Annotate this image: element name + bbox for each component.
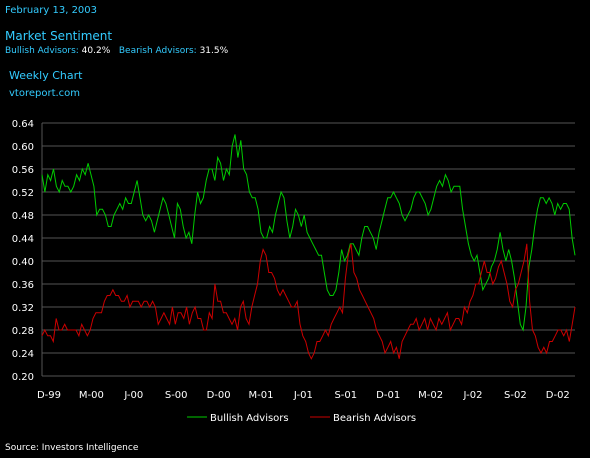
y-tick-label: 0.32 — [12, 303, 34, 314]
x-axis: D-99 M-00 J-00 S-00 D-00 M-01 J-01 S-01 D-01 M-02… — [37, 390, 570, 401]
report-date: February 13, 2003 — [5, 5, 98, 16]
y-tick-label: 0.52 — [12, 188, 34, 199]
x-tick-label: D-01 — [376, 390, 400, 401]
x-tick-label: M-02 — [418, 390, 443, 401]
y-tick-label: 0.40 — [12, 257, 34, 268]
y-tick-label: 0.44 — [12, 234, 34, 245]
bullish-legend-label: Bullish Advisors — [210, 413, 289, 424]
x-tick-label: M-01 — [249, 390, 274, 401]
bearish-value: 31.5% — [199, 46, 229, 56]
chart-legend: Bullish Advisors Bearish Advisors — [187, 413, 416, 424]
bullish-value: 40.2% — [81, 46, 111, 56]
source-note: Source: Investors Intelligence — [5, 443, 139, 453]
y-tick-label: 0.36 — [12, 280, 34, 291]
y-tick-label: 0.28 — [12, 326, 34, 337]
x-tick-label: D-99 — [37, 390, 61, 401]
chart-grid — [41, 122, 575, 377]
x-tick-label: S-02 — [504, 390, 527, 401]
bullish-label: Bullish Advisors: — [5, 46, 79, 56]
sentiment-stats: Bullish Advisors: 40.2% Bearish Advisors… — [5, 46, 228, 56]
bullish-series-line — [41, 134, 576, 332]
y-tick-label: 0.60 — [12, 142, 34, 153]
x-tick-label: J-00 — [123, 390, 143, 401]
bearish-label: Bearish Advisors: — [118, 46, 197, 56]
y-tick-label: 0.48 — [12, 211, 34, 222]
y-tick-label: 0.56 — [12, 165, 34, 176]
y-axis: 0.20 0.24 0.28 0.32 0.36 0.40 0.44 0.48 0.52 0.56… — [12, 119, 34, 383]
x-tick-label: S-01 — [334, 390, 357, 401]
chart-lines — [41, 134, 576, 360]
x-tick-label: D-00 — [207, 390, 231, 401]
x-tick-label: M-00 — [79, 390, 104, 401]
x-tick-label: S-00 — [165, 390, 188, 401]
x-tick-label: J-01 — [293, 390, 313, 401]
y-tick-label: 0.20 — [12, 372, 34, 383]
x-tick-label: D-02 — [546, 390, 570, 401]
page-title: Market Sentiment — [5, 29, 113, 43]
x-tick-label: J-02 — [463, 390, 483, 401]
site-link[interactable]: vtoreport.com — [9, 88, 81, 99]
bearish-legend-label: Bearish Advisors — [333, 413, 416, 424]
bearish-series-line — [41, 243, 576, 360]
y-tick-label: 0.24 — [12, 349, 34, 360]
chart-label: Weekly Chart — [9, 69, 83, 82]
y-tick-label: 0.64 — [12, 119, 34, 130]
